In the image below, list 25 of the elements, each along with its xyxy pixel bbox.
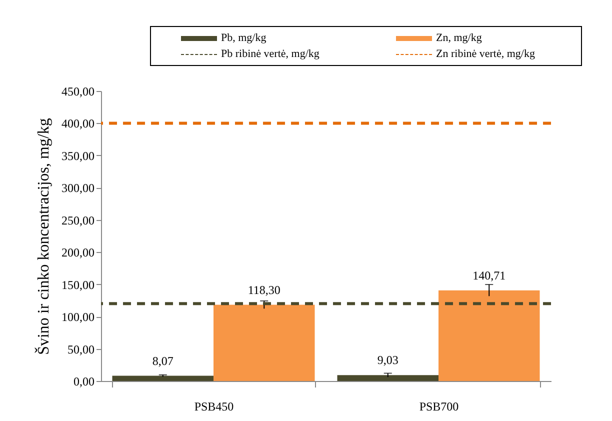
data-label: 9,03	[377, 353, 398, 368]
x-tick-label: PSB450	[194, 400, 234, 414]
data-label: 140,71	[472, 268, 506, 282]
legend-label: Zn, mg/kg	[436, 32, 482, 44]
legend-label: Pb, mg/kg	[221, 32, 266, 44]
y-tick-label: 450,00	[62, 84, 94, 98]
y-tick-label: 0,00	[74, 374, 94, 388]
y-tick-label: 150,00	[62, 278, 94, 292]
data-label: 8,07	[152, 354, 174, 368]
y-tick-label: 300,00	[62, 181, 94, 196]
legend-label: Pb ribinė vertė, mg/kg	[221, 48, 320, 60]
y-tick-label: 200,00	[62, 246, 94, 260]
y-tick-label: 50,00	[68, 342, 94, 356]
y-tick-label: 100,00	[62, 310, 94, 324]
y-axis-title: Švino ir cinko koncentracijos, mg/kg	[34, 118, 52, 355]
bar	[112, 376, 214, 381]
bar	[438, 290, 540, 381]
bar	[214, 304, 315, 381]
x-tick-label: PSB700	[419, 400, 459, 414]
y-tick-label: 350,00	[62, 148, 94, 163]
y-tick-label: 250,00	[62, 213, 94, 228]
data-label: 118,30	[248, 282, 280, 297]
y-tick-label: 400,00	[62, 116, 94, 131]
bar	[337, 375, 438, 381]
legend-label: Zn ribinė vertė, mg/kg	[436, 48, 535, 60]
